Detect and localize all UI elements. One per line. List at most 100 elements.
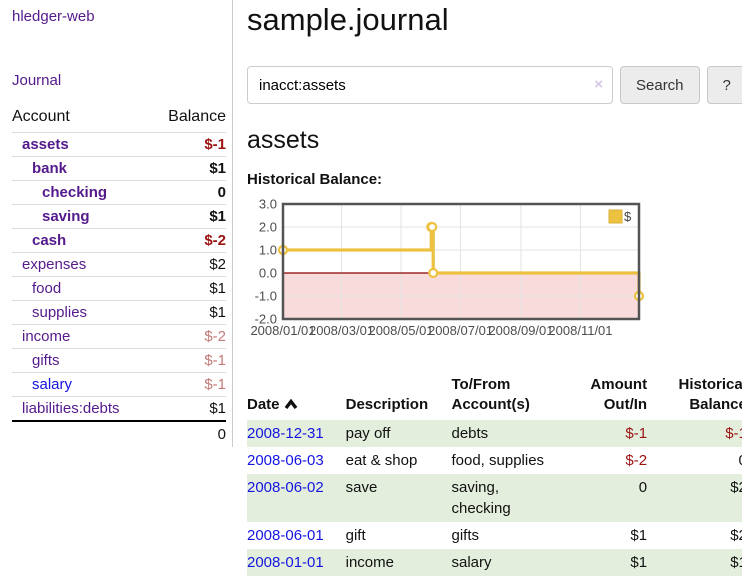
data-point-marker xyxy=(427,221,438,233)
account-link[interactable]: assets xyxy=(22,136,69,153)
register-header-historical: Historical Balance xyxy=(678,376,742,414)
y-tick-label: 0.0 xyxy=(259,266,277,281)
transaction-balance: $-1 xyxy=(647,419,742,447)
transaction-amount: 0 xyxy=(569,473,648,522)
register-header-description: Description xyxy=(345,396,429,414)
transaction-balance: $2 xyxy=(730,526,742,544)
x-tick-label: 2008/05/01 xyxy=(368,323,433,338)
register-header: Date Description To/From Account(s) Amount Ou… xyxy=(247,373,742,420)
transaction-accounts: debts xyxy=(451,419,570,447)
x-tick-label: 2008/03/01 xyxy=(309,323,374,338)
data-point-marker xyxy=(428,267,439,279)
app-brand-link[interactable]: hledger-web xyxy=(12,8,95,25)
transaction-date-cell: 2008-06-03 xyxy=(247,447,346,474)
legend-swatch xyxy=(608,209,623,224)
transaction-accounts: salary xyxy=(451,548,570,576)
account-row: checking 0 xyxy=(12,180,226,205)
register-table: Date Description To/From Account(s) Amount Ou… xyxy=(247,373,742,576)
account-balance: 0 xyxy=(151,180,226,205)
transaction-date-cell: 2008-06-02 xyxy=(247,473,346,522)
transaction-date-link[interactable]: 2008-06-03 xyxy=(247,451,324,469)
transaction-date-cell: 2008-01-01 xyxy=(247,548,346,576)
account-link[interactable]: saving xyxy=(42,208,90,225)
sidebar-item-journal[interactable]: Journal xyxy=(12,72,62,89)
account-row: assets $-1 xyxy=(12,132,226,157)
transaction-date-link[interactable]: 2008-12-31 xyxy=(247,424,324,442)
account-row: food $1 xyxy=(12,276,226,301)
transaction-date-link[interactable]: 2008-01-01 xyxy=(247,553,324,571)
accounts-total-row: 0 xyxy=(12,420,226,447)
search-help-button[interactable]: ? xyxy=(706,66,742,104)
transaction-description: pay off xyxy=(345,419,452,447)
transaction-description: eat & shop xyxy=(345,451,418,469)
account-link[interactable]: income xyxy=(22,328,71,345)
transaction-date-link[interactable]: 2008-06-02 xyxy=(247,478,324,496)
transaction-balance: $2 xyxy=(647,473,742,522)
transaction-description: save xyxy=(345,473,452,522)
transaction-row: 2008-06-03 eat & shop food, supplies $-20 xyxy=(247,447,742,474)
transaction-accounts: saving, checking xyxy=(451,473,570,522)
y-tick-label: 1.0 xyxy=(259,243,277,258)
account-link[interactable]: salary xyxy=(32,376,73,393)
transaction-date-cell: 2008-06-01 xyxy=(247,522,346,549)
chart-label: Historical Balance: xyxy=(247,171,383,188)
transaction-amount: $-1 xyxy=(569,419,648,447)
sort-ascending-icon xyxy=(284,399,297,410)
account-link[interactable]: food xyxy=(32,280,62,297)
account-balance: $1 xyxy=(151,204,226,229)
transaction-description: gift xyxy=(345,526,366,544)
register-header-date[interactable]: Date xyxy=(247,373,346,420)
account-balance: $1 xyxy=(151,156,226,181)
x-tick-label: 2008/09/01 xyxy=(488,323,553,338)
transaction-amount: $1 xyxy=(630,526,648,544)
account-link[interactable]: expenses xyxy=(22,256,87,273)
page-title: sample.journal xyxy=(247,2,449,37)
account-link[interactable]: liabilities:debts xyxy=(22,400,120,417)
account-balance: $2 xyxy=(151,252,226,277)
accounts-total-value: 0 xyxy=(151,420,226,447)
search-button[interactable]: Search xyxy=(620,66,700,104)
account-heading: assets xyxy=(247,126,320,154)
account-row: supplies $1 xyxy=(12,300,226,325)
transaction-date-cell: 2008-12-31 xyxy=(247,419,346,447)
transaction-date-link[interactable]: 2008-06-01 xyxy=(247,526,324,544)
account-row: expenses $2 xyxy=(12,252,226,277)
sidebar: hledger-web Journal Account Balance asse… xyxy=(0,0,233,447)
account-row: gifts $-1 xyxy=(12,348,226,373)
account-link[interactable]: gifts xyxy=(32,352,60,369)
account-link[interactable]: supplies xyxy=(32,304,88,321)
x-tick-label: 2008/07/01 xyxy=(428,323,493,338)
account-row: income $-2 xyxy=(12,324,226,349)
search-input[interactable] xyxy=(247,66,613,104)
clear-search-icon[interactable]: × xyxy=(594,76,603,93)
account-row: liabilities:debts $1 xyxy=(12,396,226,422)
account-balance: $1 xyxy=(151,300,226,325)
accounts-header-balance: Balance xyxy=(151,106,226,133)
y-tick-label: 2.0 xyxy=(259,220,277,235)
main-content: sample.journal × Search ? assets Histori… xyxy=(233,0,742,576)
account-balance: $-2 xyxy=(151,228,226,253)
accounts-header-account: Account xyxy=(12,106,152,133)
account-row: bank $1 xyxy=(12,156,226,181)
account-row: saving $1 xyxy=(12,204,226,229)
account-link[interactable]: cash xyxy=(32,232,67,249)
account-link[interactable]: checking xyxy=(42,184,108,201)
transaction-amount: $1 xyxy=(569,548,648,576)
account-link[interactable]: bank xyxy=(32,160,68,177)
transaction-row: 2008-06-01 gift gifts $1 $2 xyxy=(247,522,742,549)
accounts-table: Account Balance assets $-1 bank $1 checking 0… xyxy=(12,106,226,447)
account-balance: $-1 xyxy=(151,372,226,397)
account-row: salary $-1 xyxy=(12,372,226,397)
plot-border xyxy=(281,202,641,321)
y-tick-label: -2.0 xyxy=(255,312,277,327)
x-tick-label: 2008/11/01 xyxy=(548,323,612,338)
historical-balance-chart: $3.0 2.0 1.0 0.0 -1.0 -2.0 2008/01/01 2008/03/0… xyxy=(247,197,742,351)
account-row: cash $-2 xyxy=(12,228,226,253)
search-form: × Search ? xyxy=(247,66,742,104)
transaction-balance: $1 xyxy=(647,548,742,576)
register-header-amount: Amount Out/In xyxy=(590,376,648,414)
